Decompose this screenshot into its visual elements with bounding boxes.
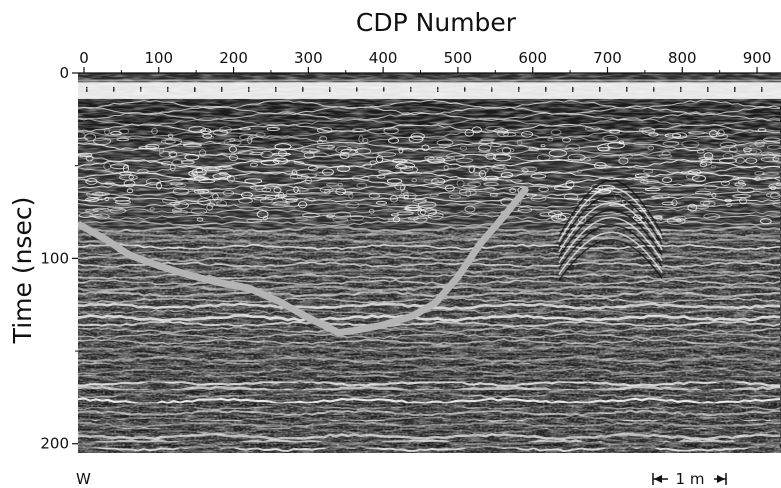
- interpreted-boundary-line: [78, 186, 529, 336]
- x-axis: 0 100 200 300 400 500 600 700 800 900: [78, 49, 781, 74]
- scale-bar: 1 m: [652, 468, 727, 488]
- direction-label-west: W: [76, 470, 91, 488]
- diffraction-hyperbola: [558, 179, 663, 281]
- x-tick-label: 700: [593, 49, 622, 67]
- x-tick-label: 400: [369, 49, 398, 67]
- y-tick-label: 200: [40, 435, 69, 453]
- y-axis: 0 100 200: [40, 64, 78, 453]
- y-tick-label: 0: [59, 64, 69, 82]
- y-axis-label: Time (nsec): [8, 197, 37, 345]
- x-tick-label: 900: [743, 49, 772, 67]
- x-tick-label: 500: [444, 49, 473, 67]
- scale-bar-label: 1 m: [676, 470, 705, 488]
- radargram-image: [78, 73, 781, 453]
- chart-title: CDP Number: [356, 8, 517, 37]
- x-tick-label: 800: [668, 49, 697, 67]
- x-tick-label: 300: [294, 49, 323, 67]
- x-tick-label: 200: [219, 49, 248, 67]
- x-tick-label: 0: [79, 49, 89, 67]
- x-tick-label: 600: [518, 49, 547, 67]
- y-tick-label: 100: [40, 249, 69, 267]
- x-tick-label: 100: [144, 49, 173, 67]
